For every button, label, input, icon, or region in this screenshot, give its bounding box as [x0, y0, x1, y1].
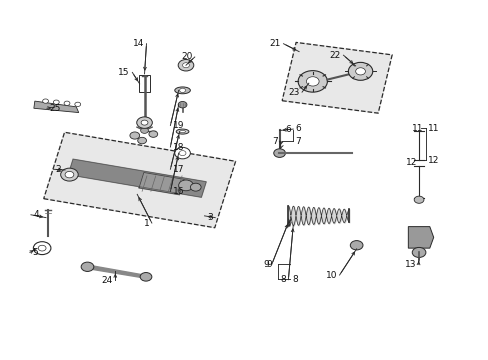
Polygon shape: [68, 159, 206, 197]
Circle shape: [174, 147, 190, 159]
Polygon shape: [407, 226, 433, 248]
Circle shape: [42, 99, 48, 103]
Ellipse shape: [174, 87, 190, 94]
Text: 10: 10: [325, 270, 336, 279]
Text: 23: 23: [287, 87, 299, 96]
Circle shape: [141, 128, 148, 134]
Text: 4: 4: [33, 210, 39, 219]
Circle shape: [347, 62, 372, 80]
Text: 7: 7: [295, 137, 301, 146]
Polygon shape: [139, 172, 184, 195]
Text: 18: 18: [172, 143, 184, 152]
Text: 20: 20: [181, 53, 192, 62]
Text: 2: 2: [56, 165, 61, 174]
Circle shape: [140, 273, 152, 281]
Circle shape: [306, 77, 319, 86]
Text: 17: 17: [172, 165, 184, 174]
Text: 21: 21: [269, 39, 281, 48]
Text: 25: 25: [49, 104, 61, 113]
Circle shape: [190, 183, 201, 191]
Circle shape: [349, 240, 362, 250]
Circle shape: [178, 102, 186, 108]
Text: 6: 6: [295, 123, 301, 132]
Circle shape: [298, 71, 327, 92]
Text: 24: 24: [102, 276, 113, 285]
Text: 12: 12: [406, 158, 417, 167]
Circle shape: [64, 101, 70, 105]
Text: 12: 12: [427, 156, 439, 165]
Circle shape: [149, 131, 158, 137]
Circle shape: [138, 137, 146, 144]
Text: 8: 8: [280, 275, 285, 284]
Circle shape: [182, 63, 189, 68]
Circle shape: [178, 180, 193, 191]
Circle shape: [141, 120, 148, 125]
Circle shape: [61, 168, 78, 181]
Circle shape: [411, 247, 425, 257]
Text: 13: 13: [404, 260, 415, 269]
Polygon shape: [34, 101, 79, 113]
Circle shape: [179, 150, 185, 156]
Circle shape: [179, 88, 185, 93]
Text: 6: 6: [285, 125, 290, 134]
Text: 9: 9: [265, 260, 271, 269]
Circle shape: [178, 59, 193, 71]
Circle shape: [81, 262, 94, 271]
Ellipse shape: [176, 129, 188, 134]
Circle shape: [130, 132, 140, 139]
Text: 22: 22: [329, 51, 340, 60]
Ellipse shape: [179, 131, 185, 133]
Circle shape: [137, 117, 152, 129]
Circle shape: [75, 102, 81, 107]
Polygon shape: [43, 132, 235, 228]
Text: 9: 9: [263, 260, 269, 269]
Circle shape: [38, 245, 46, 251]
Text: 5: 5: [32, 248, 38, 257]
Text: 15: 15: [118, 68, 130, 77]
Text: 3: 3: [206, 213, 212, 222]
Text: 7: 7: [272, 137, 278, 146]
Text: 16: 16: [172, 187, 184, 196]
Circle shape: [273, 149, 285, 157]
Polygon shape: [87, 265, 146, 278]
Circle shape: [413, 196, 423, 203]
Text: 14: 14: [132, 39, 144, 48]
Text: 11: 11: [427, 123, 439, 132]
Circle shape: [53, 100, 59, 104]
Text: 11: 11: [411, 123, 423, 132]
Circle shape: [355, 68, 365, 75]
Text: 1: 1: [143, 219, 149, 228]
Circle shape: [65, 171, 74, 178]
Text: 19: 19: [172, 121, 184, 130]
Circle shape: [33, 242, 51, 255]
Polygon shape: [282, 42, 391, 113]
Text: 8: 8: [292, 275, 297, 284]
